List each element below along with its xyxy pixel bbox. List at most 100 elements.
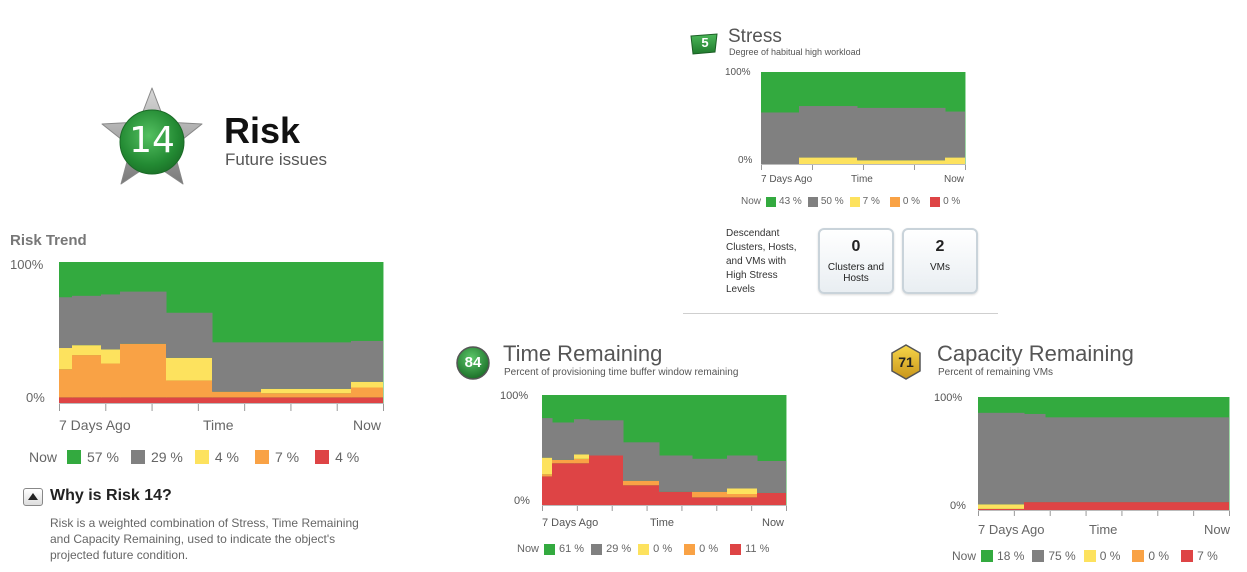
series-orange-segment-1	[72, 355, 102, 398]
series-gray-segment-4	[623, 442, 660, 481]
legend-prefix: Now	[741, 196, 762, 207]
series-orange-segment-2	[101, 363, 121, 398]
vms-tile[interactable]: 2 VMs	[902, 228, 978, 294]
legend-swatch-orange	[684, 543, 696, 555]
why-toggle-button[interactable]	[23, 488, 43, 506]
series-yellow-segment-2	[857, 160, 946, 164]
series-orange-segment-6	[261, 393, 352, 398]
descendant-line-2: Clusters, Hosts,	[726, 242, 797, 253]
legend-swatch-yellow	[638, 543, 650, 555]
stress-chart[interactable]	[761, 72, 966, 164]
series-yellow-segment-0	[542, 457, 553, 475]
legend-swatch-orange	[889, 196, 900, 207]
stress-badge-icon	[690, 33, 718, 55]
series-red-segment-6	[692, 497, 728, 505]
series-orange-segment-0	[542, 474, 553, 477]
legend-swatch-red	[930, 196, 941, 207]
series-red-segment-5	[212, 397, 262, 403]
capacity-remaining-y-bottom: 0%	[950, 500, 966, 512]
legend-value-green: 57 %	[87, 449, 119, 465]
series-gray-segment-2	[1045, 417, 1230, 503]
series-yellow-segment-6	[261, 388, 352, 394]
risk-trend-y-bottom: 0%	[26, 390, 45, 405]
legend-value-red: 4 %	[335, 449, 360, 465]
legend-swatch-red	[315, 450, 330, 464]
legend-swatch-gray	[130, 450, 145, 464]
series-yellow-segment-3	[945, 157, 966, 164]
descendant-line-5: Levels	[726, 284, 755, 295]
time-remaining-title: Time Remaining	[503, 341, 663, 366]
descendant-line-1: Descendant	[726, 228, 780, 239]
legend-value-yellow: 0 %	[1099, 549, 1121, 563]
legend-swatch-green	[544, 543, 556, 555]
legend-swatch-gray	[807, 196, 818, 207]
series-yellow-segment-0	[978, 504, 1025, 509]
risk-trend-y-top: 100%	[10, 257, 44, 272]
series-red-segment-8	[757, 492, 787, 505]
legend-value-red: 7 %	[1197, 549, 1218, 563]
why-risk-line-3: projected future condition.	[50, 548, 189, 562]
series-gray-segment-7	[351, 340, 384, 382]
legend-swatch-orange	[254, 450, 269, 464]
series-gray-segment-0	[761, 112, 800, 164]
series-gray-segment-4	[166, 312, 213, 358]
clusters-hosts-tile[interactable]: 0 Clusters and Hosts	[818, 228, 894, 294]
capacity-remaining-x-end: Now	[1204, 522, 1231, 537]
series-gray-segment-1	[72, 295, 102, 346]
stress-x-ticks	[761, 164, 966, 170]
stress-legend: Now 43 % 50 % 7 % 0 % 0 %	[741, 196, 960, 207]
vms-label: VMs	[930, 262, 950, 273]
legend-swatch-green	[981, 550, 994, 562]
series-gray-segment-5	[212, 342, 262, 392]
section-divider	[683, 313, 998, 314]
series-red-segment-0	[59, 397, 73, 403]
legend-value-orange: 7 %	[274, 449, 300, 465]
legend-swatch-green	[766, 196, 777, 207]
vms-count: 2	[935, 238, 945, 255]
legend-swatch-red	[1181, 550, 1194, 562]
legend-swatch-yellow	[194, 450, 209, 464]
why-risk-line-2: and Capacity Remaining, used to indicate…	[50, 532, 336, 546]
capacity-remaining-legend: Now 18 % 75 % 0 % 0 % 7 %	[952, 549, 1218, 563]
descendant-line-4: High Stress	[726, 270, 778, 281]
legend-value-orange: 0 %	[699, 543, 719, 555]
descendant-line-3: and VMs with	[726, 256, 787, 267]
time-remaining-x-mid: Time	[650, 517, 675, 529]
capacity-remaining-x-mid: Time	[1089, 522, 1118, 537]
series-gray-segment-1	[552, 422, 575, 460]
time-remaining-x-ticks	[542, 505, 787, 511]
risk-title: Risk	[224, 110, 301, 151]
legend-value-orange: 0 %	[1148, 549, 1170, 563]
risk-trend-chart[interactable]	[59, 262, 384, 403]
series-gray-segment-7	[727, 455, 758, 489]
capacity-remaining-chart[interactable]	[978, 397, 1230, 510]
series-gray-segment-2	[857, 107, 946, 161]
legend-value-yellow: 4 %	[214, 449, 239, 465]
series-orange-segment-6	[692, 491, 728, 498]
risk-trend-x-end: Now	[353, 417, 382, 433]
legend-swatch-gray	[1032, 550, 1045, 562]
legend-swatch-orange	[1132, 550, 1145, 562]
series-gray-segment-0	[542, 418, 553, 458]
stress-descendant-label: Descendant Clusters, Hosts, and VMs with…	[726, 227, 797, 297]
legend-value-green: 18 %	[997, 549, 1025, 563]
series-yellow-segment-1	[72, 345, 102, 356]
series-red-segment-0	[542, 476, 553, 505]
legend-swatch-green	[67, 450, 82, 464]
clusters-hosts-label-2: Hosts	[843, 273, 869, 284]
legend-swatch-gray	[591, 543, 603, 555]
capacity-remaining-y-top: 100%	[934, 392, 963, 404]
capacity-remaining-badge-icon	[891, 344, 921, 380]
why-risk-title: Why is Risk 14?	[50, 487, 172, 504]
series-orange-segment-7	[727, 494, 758, 498]
legend-swatch-yellow	[849, 196, 860, 207]
risk-star-badge-icon	[101, 87, 203, 185]
risk-trend-title: Risk Trend	[10, 232, 87, 249]
time-remaining-legend: Now 61 % 29 % 0 % 0 % 11 %	[517, 543, 769, 555]
series-yellow-segment-2	[574, 454, 590, 459]
series-yellow-segment-2	[101, 349, 121, 364]
series-yellow-segment-0	[59, 348, 73, 370]
legend-value-yellow: 0 %	[653, 543, 673, 555]
series-yellow-segment-7	[727, 488, 758, 494]
time-remaining-chart[interactable]	[542, 395, 787, 505]
